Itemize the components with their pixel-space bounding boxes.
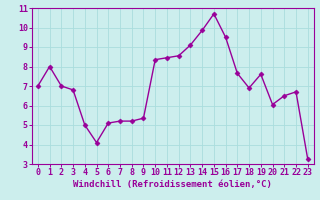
X-axis label: Windchill (Refroidissement éolien,°C): Windchill (Refroidissement éolien,°C) — [73, 180, 272, 189]
